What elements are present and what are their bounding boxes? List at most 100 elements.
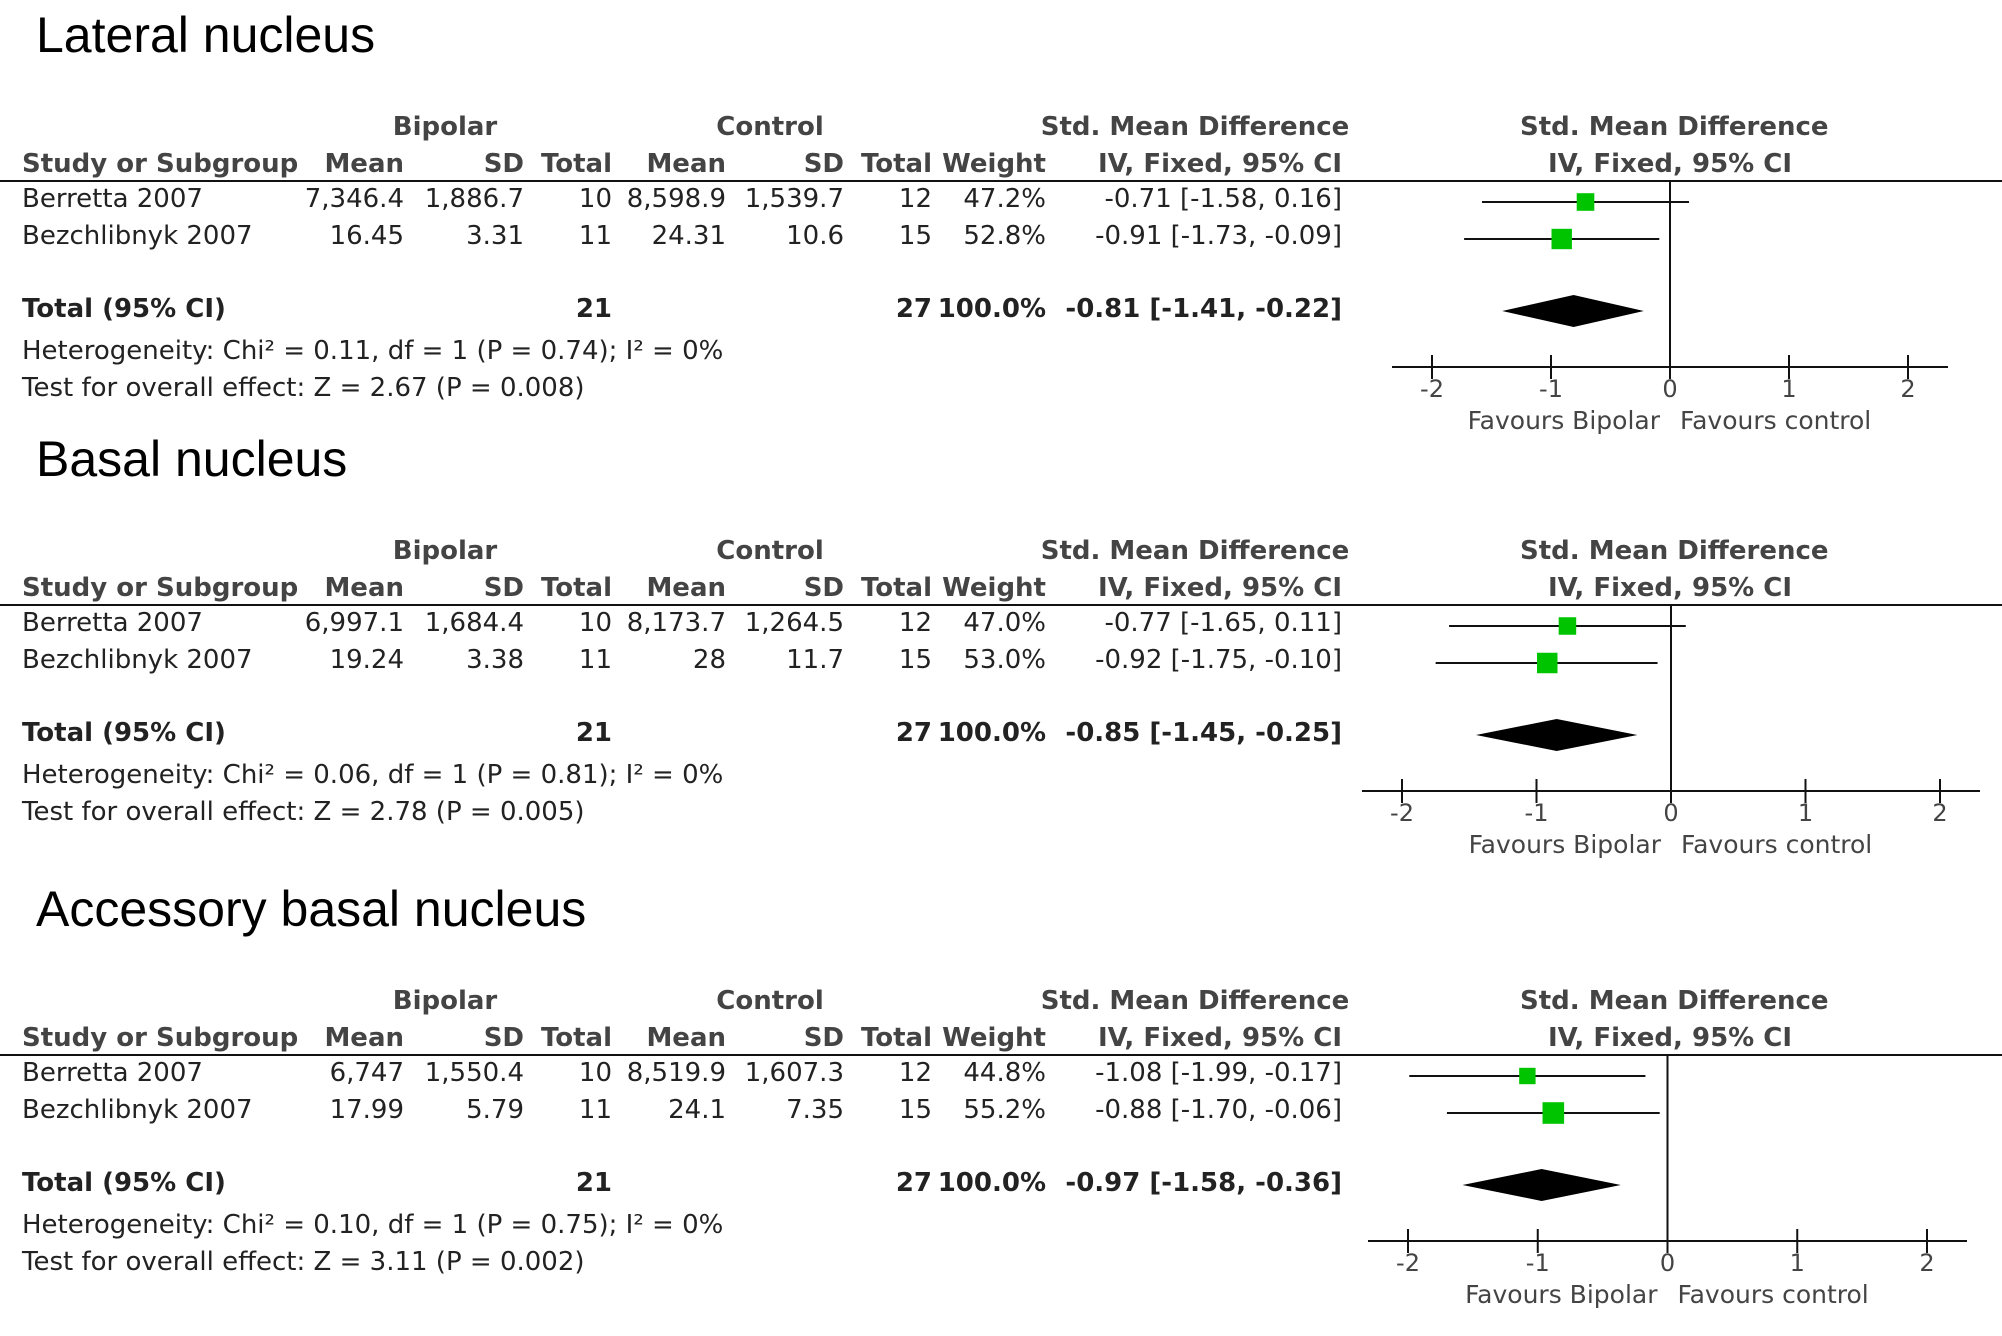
study-weight: 53.0%: [963, 645, 1046, 675]
study-ctl-sd: 1,264.5: [744, 608, 844, 638]
header-bip-total: Total: [540, 149, 612, 179]
study-marker: [1576, 193, 1595, 211]
study-ctl-sd: 1,539.7: [744, 184, 844, 214]
overall-effect-text: Test for overall effect: Z = 2.78 (P = 0…: [22, 797, 585, 827]
study-weight: 55.2%: [963, 1095, 1046, 1125]
study-ci-text: -0.77 [-1.65, 0.11]: [1104, 608, 1342, 638]
header-control: Control: [716, 986, 824, 1016]
study-bip-sd: 1,550.4: [424, 1058, 524, 1088]
total-weight: 100.0%: [937, 1168, 1046, 1198]
header-study: Study or Subgroup: [22, 1023, 299, 1053]
forest-panel-3: Accessory basal nucleus Bipolar Control …: [0, 881, 2002, 1336]
header-ctl-sd: SD: [803, 1023, 844, 1053]
header-ctl-total: Total: [860, 149, 932, 179]
x-tick-label: 0: [1663, 799, 1678, 827]
study-ctl-mean: 8,173.7: [626, 608, 726, 638]
header-ctl-sd: SD: [803, 573, 844, 603]
header-smd-method-plot: IV, Fixed, 95% CI: [1547, 149, 1793, 179]
overall-effect-text: Test for overall effect: Z = 3.11 (P = 0…: [22, 1247, 585, 1277]
total-label: Total (95% CI): [22, 294, 226, 324]
study-bip-sd: 1,886.7: [424, 184, 524, 214]
total-ctl-total: 27: [895, 294, 932, 324]
x-tick-label: 2: [1919, 1249, 1934, 1277]
header-weight: Weight: [942, 149, 1046, 179]
x-tick-label: 1: [1790, 1249, 1805, 1277]
study-name: Berretta 2007: [22, 608, 203, 638]
study-bip-total: 11: [578, 645, 612, 675]
header-smd-method-plot: IV, Fixed, 95% CI: [1547, 573, 1793, 603]
forest-plot: -2 -1 0 1 2 Favours Bipolar Favours control: [1368, 1054, 1967, 1309]
study-ci-text: -0.71 [-1.58, 0.16]: [1104, 184, 1342, 214]
x-tick-label: -2: [1390, 799, 1414, 827]
total-ctl-total: 27: [895, 1168, 932, 1198]
total-weight: 100.0%: [937, 718, 1046, 748]
study-ctl-mean: 8,519.9: [626, 1058, 726, 1088]
header-bipolar: Bipolar: [392, 112, 498, 142]
study-bip-total: 11: [578, 221, 612, 251]
header-control: Control: [716, 536, 824, 566]
study-bip-mean: 16.45: [329, 221, 404, 251]
study-ctl-mean: 28: [692, 645, 726, 675]
header-smd-method-plot: IV, Fixed, 95% CI: [1547, 1023, 1793, 1053]
x-tick-label: -2: [1420, 375, 1444, 403]
header-ctl-sd: SD: [803, 149, 844, 179]
x-tick-label: -1: [1539, 375, 1563, 403]
study-bip-mean: 6,997.1: [304, 608, 404, 638]
study-bip-total: 10: [578, 1058, 612, 1088]
forest-plot: -2 -1 0 1 2 Favours Bipolar Favours control: [1392, 180, 1948, 435]
header-weight: Weight: [942, 573, 1046, 603]
study-ctl-total: 15: [898, 221, 932, 251]
total-ci: -0.85 [-1.45, -0.25]: [1065, 718, 1342, 748]
header-bipolar: Bipolar: [392, 986, 498, 1016]
study-bip-sd: 3.31: [466, 221, 524, 251]
study-ctl-sd: 11.7: [786, 645, 844, 675]
x-tick-label: -1: [1525, 799, 1549, 827]
x-tick-label: -2: [1396, 1249, 1420, 1277]
study-marker: [1519, 1067, 1536, 1085]
study-bip-mean: 19.24: [329, 645, 404, 675]
header-bip-mean: Mean: [324, 573, 404, 603]
header-rule: [0, 1054, 2002, 1056]
study-ctl-sd: 7.35: [786, 1095, 844, 1125]
study-ctl-total: 12: [898, 608, 932, 638]
heterogeneity-text: Heterogeneity: Chi² = 0.06, df = 1 (P = …: [22, 760, 724, 790]
study-marker: [1551, 228, 1572, 250]
header-smd: Std. Mean Difference: [1040, 986, 1350, 1016]
header-control: Control: [716, 112, 824, 142]
study-bip-mean: 7,346.4: [304, 184, 404, 214]
header-smd-method: IV, Fixed, 95% CI: [1097, 149, 1342, 179]
header-ctl-total: Total: [860, 573, 932, 603]
study-ci-text: -0.92 [-1.75, -0.10]: [1095, 645, 1342, 675]
header-smd-plot: Std. Mean Difference: [1520, 112, 1829, 142]
study-ctl-total: 15: [898, 645, 932, 675]
total-bip-total: 21: [575, 294, 612, 324]
total-ctl-total: 27: [895, 718, 932, 748]
x-tick-label: -1: [1526, 1249, 1550, 1277]
header-bip-sd: SD: [483, 573, 524, 603]
study-name: Berretta 2007: [22, 184, 203, 214]
header-bip-total: Total: [540, 573, 612, 603]
study-marker: [1537, 652, 1558, 674]
study-ctl-sd: 10.6: [786, 221, 844, 251]
total-label: Total (95% CI): [22, 1168, 226, 1198]
favours-left-label: Favours Bipolar: [1465, 1280, 1658, 1309]
total-ci: -0.97 [-1.58, -0.36]: [1065, 1168, 1342, 1198]
study-ctl-mean: 24.1: [668, 1095, 726, 1125]
header-bipolar: Bipolar: [392, 536, 498, 566]
study-bip-mean: 6,747: [329, 1058, 404, 1088]
total-weight: 100.0%: [937, 294, 1046, 324]
study-name: Bezchlibnyk 2007: [22, 221, 253, 251]
forest-panel-2: Basal nucleus Bipolar Control Std. Mean …: [0, 431, 2002, 886]
favours-left-label: Favours Bipolar: [1469, 830, 1662, 859]
study-name: Bezchlibnyk 2007: [22, 1095, 253, 1125]
favours-right-label: Favours control: [1680, 406, 1871, 435]
x-tick-label: 0: [1660, 1249, 1675, 1277]
favours-left-label: Favours Bipolar: [1468, 406, 1661, 435]
header-smd-plot: Std. Mean Difference: [1520, 986, 1829, 1016]
study-bip-mean: 17.99: [329, 1095, 404, 1125]
header-bip-sd: SD: [483, 1023, 524, 1053]
header-smd-method: IV, Fixed, 95% CI: [1097, 573, 1342, 603]
study-marker: [1542, 1102, 1565, 1124]
forest-plot: -2 -1 0 1 2 Favours Bipolar Favours control: [1362, 604, 1980, 859]
total-bip-total: 21: [575, 718, 612, 748]
